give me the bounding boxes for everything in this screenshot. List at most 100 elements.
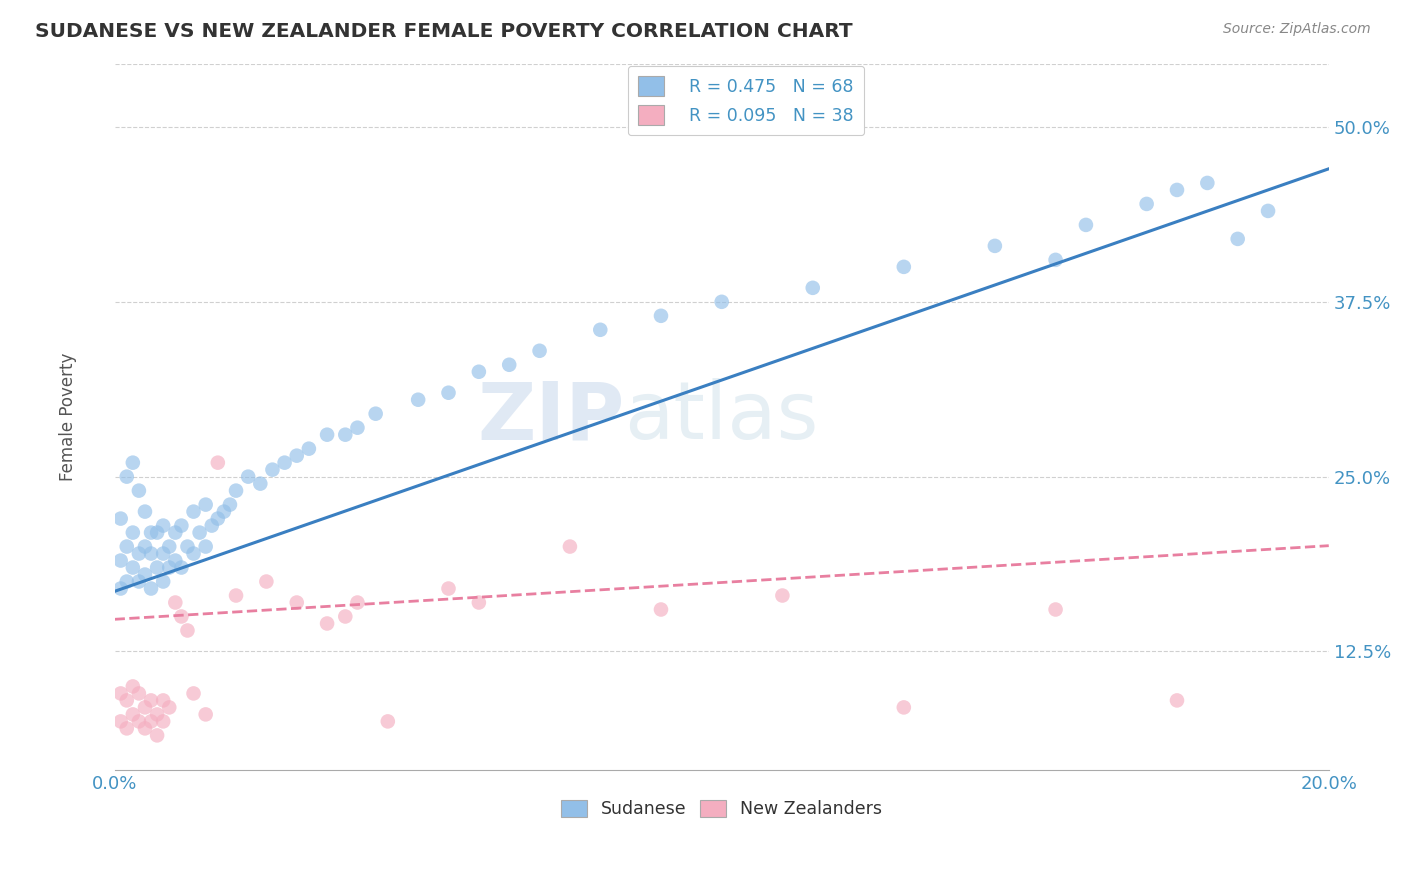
Point [157, 560, 180, 574]
Point [115, 574, 138, 589]
Point [165, 553, 187, 567]
Point [121, 707, 143, 722]
Point [770, 589, 793, 603]
Point [364, 407, 387, 421]
Point [134, 540, 156, 554]
Point [650, 309, 672, 323]
Point [1257, 203, 1279, 218]
Point [157, 700, 180, 714]
Point [468, 595, 491, 609]
Point [650, 602, 672, 616]
Point [207, 456, 229, 470]
Point [893, 260, 915, 274]
Point [1074, 218, 1097, 232]
Point [238, 469, 260, 483]
Point [1197, 176, 1219, 190]
Point [121, 525, 143, 540]
Point [1166, 183, 1188, 197]
Point [298, 442, 321, 456]
Point [146, 560, 169, 574]
Point [273, 456, 295, 470]
Point [121, 680, 143, 694]
Point [152, 547, 174, 561]
Point [558, 540, 581, 554]
Point [157, 540, 180, 554]
Text: Female Poverty: Female Poverty [59, 353, 77, 482]
Point [316, 427, 339, 442]
Point [254, 574, 277, 589]
Point [219, 498, 242, 512]
Point [1226, 232, 1249, 246]
Point [128, 547, 150, 561]
Point [152, 714, 174, 729]
Point [128, 686, 150, 700]
Point [146, 525, 169, 540]
Point [377, 714, 399, 729]
Point [115, 540, 138, 554]
Point [437, 385, 460, 400]
Point [139, 693, 162, 707]
Point [139, 714, 162, 729]
Point [110, 686, 132, 700]
Text: SUDANESE VS NEW ZEALANDER FEMALE POVERTY CORRELATION CHART: SUDANESE VS NEW ZEALANDER FEMALE POVERTY… [35, 22, 853, 41]
Point [139, 525, 162, 540]
Point [134, 567, 156, 582]
Point [212, 505, 235, 519]
Point [170, 560, 193, 574]
Point [194, 707, 217, 722]
Point [165, 595, 187, 609]
Point [146, 728, 169, 742]
Point [201, 518, 224, 533]
Text: atlas: atlas [624, 378, 818, 456]
Point [183, 686, 205, 700]
Point [207, 511, 229, 525]
Point [346, 595, 368, 609]
Point [1045, 602, 1067, 616]
Point [529, 343, 551, 358]
Point [1045, 252, 1067, 267]
Point [893, 700, 915, 714]
Point [188, 525, 211, 540]
Point [134, 722, 156, 736]
Point [176, 624, 198, 638]
Point [316, 616, 339, 631]
Point [170, 609, 193, 624]
Point [110, 511, 132, 525]
Point [146, 707, 169, 722]
Text: ZIP: ZIP [477, 378, 624, 456]
Point [121, 560, 143, 574]
Point [498, 358, 520, 372]
Point [285, 595, 308, 609]
Point [710, 294, 733, 309]
Point [249, 476, 271, 491]
Point [262, 463, 284, 477]
Point [115, 693, 138, 707]
Point [194, 540, 217, 554]
Point [165, 525, 187, 540]
Point [121, 456, 143, 470]
Point [152, 518, 174, 533]
Text: Source: ZipAtlas.com: Source: ZipAtlas.com [1223, 22, 1371, 37]
Point [335, 609, 357, 624]
Point [194, 498, 217, 512]
Point [406, 392, 429, 407]
Point [152, 693, 174, 707]
Point [335, 427, 357, 442]
Point [1136, 197, 1159, 211]
Point [110, 714, 132, 729]
Point [468, 365, 491, 379]
Point [110, 582, 132, 596]
Point [134, 505, 156, 519]
Point [437, 582, 460, 596]
Legend: Sudanese, New Zealanders: Sudanese, New Zealanders [554, 793, 890, 825]
Point [183, 547, 205, 561]
Point [128, 483, 150, 498]
Point [984, 239, 1007, 253]
Point [152, 574, 174, 589]
Point [115, 469, 138, 483]
Point [285, 449, 308, 463]
Point [225, 483, 247, 498]
Point [183, 505, 205, 519]
Point [110, 553, 132, 567]
Point [170, 518, 193, 533]
